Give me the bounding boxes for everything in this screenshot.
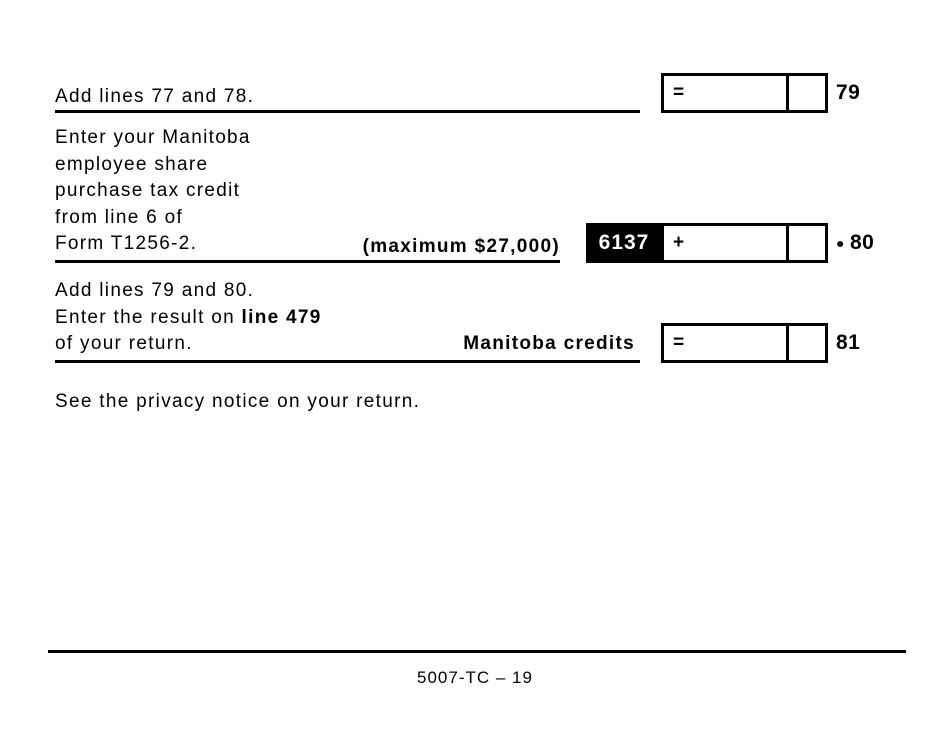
instruction-line: Enter your Manitoba xyxy=(55,127,251,148)
cents-divider xyxy=(786,76,789,110)
line79-instruction: Add lines 77 and 78. xyxy=(55,86,255,107)
cents-divider xyxy=(786,326,789,360)
line79-cents-field[interactable] xyxy=(789,76,825,110)
instruction-line: Enter the result on line 479 xyxy=(55,305,322,332)
line81-cents-field[interactable] xyxy=(789,326,825,360)
line80-field-code-box: 6137 xyxy=(586,223,662,263)
instruction-line: of your return. xyxy=(55,333,193,354)
instruction-line: Add lines 79 and 80. xyxy=(55,280,255,301)
equals-sign: = xyxy=(673,82,685,103)
instruction-line: employee share xyxy=(55,153,209,175)
privacy-note: See the privacy notice on your return. xyxy=(55,391,421,412)
instruction-line: Form T1256-2. xyxy=(55,233,198,254)
line80-cents-field[interactable] xyxy=(789,226,825,260)
line80-maximum-note: (maximum $27,000) xyxy=(362,236,560,257)
line-479-reference: line 479 xyxy=(241,306,322,328)
line79-number-label: 79 xyxy=(836,81,861,104)
line80-instruction: Enter your Manitoba employee share purch… xyxy=(55,125,251,258)
line80-underline xyxy=(55,260,560,263)
line80-number: ● 80 xyxy=(836,223,874,263)
line81-underline xyxy=(55,360,640,363)
instruction-line: from line 6 of xyxy=(55,206,184,228)
footer-page-code: 5007-TC – 19 xyxy=(417,668,533,687)
cents-divider xyxy=(786,226,789,260)
line80-number-label: 80 xyxy=(849,231,875,254)
line79-underline xyxy=(55,110,640,113)
field-code: 6137 xyxy=(598,231,650,254)
footer-rule xyxy=(48,650,906,653)
line80-amount-field[interactable]: + xyxy=(661,223,828,263)
line81-number-label: 81 xyxy=(836,331,861,354)
equals-sign: = xyxy=(673,332,685,353)
line81-amount-field[interactable]: = xyxy=(661,323,828,363)
bullet-icon: ● xyxy=(836,235,845,251)
line79-number: 79 xyxy=(836,73,860,113)
manitoba-credits-label: Manitoba credits xyxy=(463,333,635,354)
line81-number: 81 xyxy=(836,323,860,363)
line79-amount-field[interactable]: = xyxy=(661,73,828,113)
instruction-line-text: Enter the result on xyxy=(55,306,242,328)
line81-instruction: Add lines 79 and 80. Enter the result on… xyxy=(55,278,322,358)
plus-sign: + xyxy=(673,232,685,253)
instruction-line: purchase tax credit xyxy=(55,180,241,201)
